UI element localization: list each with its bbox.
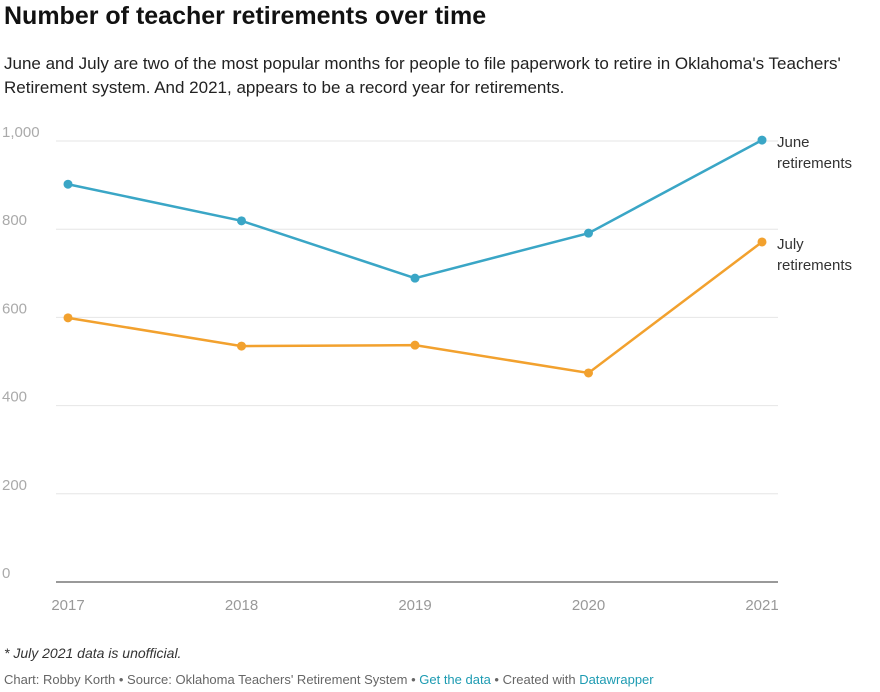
data-point [757,237,767,247]
footer: Chart: Robby Korth • Source: Oklahoma Te… [4,672,654,687]
x-tick-label: 2017 [51,597,84,614]
y-tick-label: 1,000 [2,124,40,141]
footnote: * July 2021 data is unofficial. [4,645,182,661]
y-tick-label: 0 [2,565,10,582]
data-point [410,273,420,283]
x-tick-label: 2018 [225,597,258,614]
x-tick-label: 2019 [398,597,431,614]
y-tick-label: 400 [2,389,27,406]
data-point [584,368,593,378]
series-line-june [67,139,763,280]
data-point [63,179,73,189]
data-point [237,216,246,226]
series-label: July [777,236,804,253]
y-tick-label: 200 [2,477,27,494]
data-point [237,341,246,351]
series-label: retirements [777,155,852,172]
chart-title: Number of teacher retirements over time [4,2,487,30]
data-point [757,135,767,145]
data-point [410,340,420,350]
line-chart: 0 200 400 600 800 1,000 2017 2018 2019 2020 2021 Ju… [2,124,852,614]
y-tick-label: 600 [2,300,27,317]
footer-mid: • Created with [490,672,580,687]
series-line-july [67,240,763,375]
footer-credits: Chart: Robby Korth • Source: Oklahoma Te… [4,672,420,687]
x-tick-label: 2020 [572,597,605,614]
x-tick-label: 2021 [745,597,778,614]
chart-subtitle: June and July are two of the most popula… [4,54,841,97]
datawrapper-link[interactable]: Datawrapper [579,672,654,687]
series-label: June [777,134,810,151]
data-point [584,228,593,238]
y-tick-label: 800 [2,212,27,229]
data-point [63,313,73,323]
series-label: retirements [777,257,852,274]
get-data-link[interactable]: Get the data [419,672,491,687]
